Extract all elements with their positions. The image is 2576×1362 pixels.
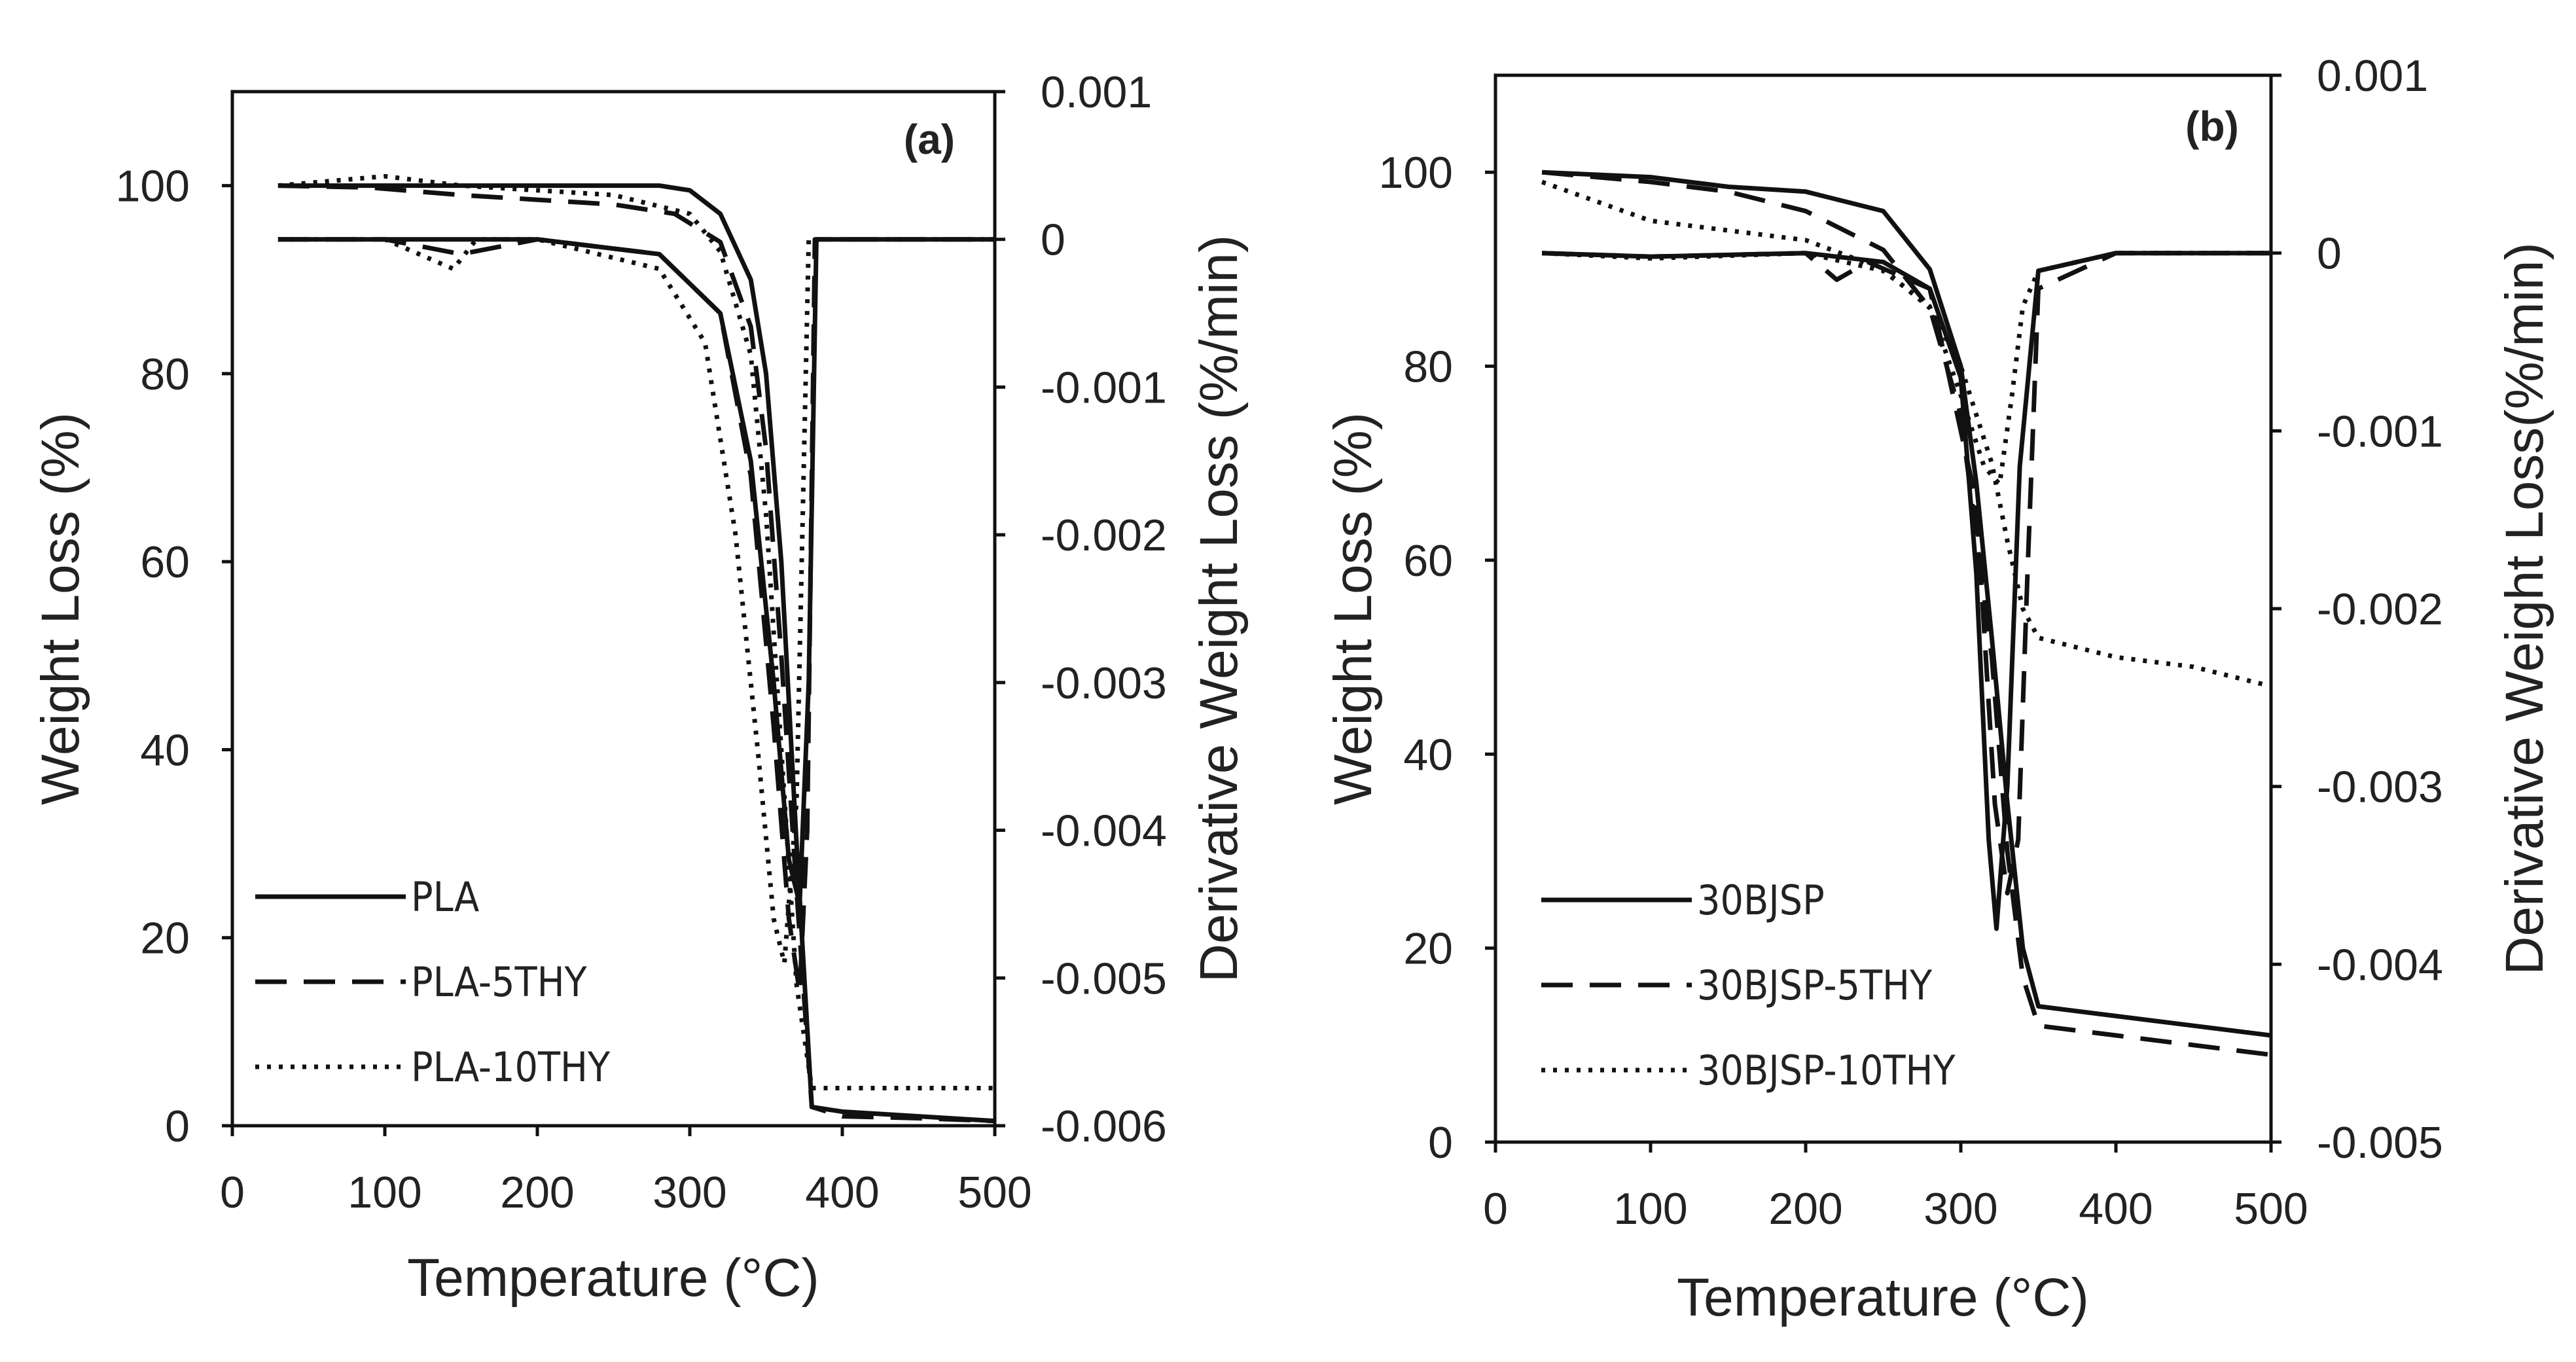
x-tick-label: 0	[1483, 1184, 1508, 1234]
series-line-pla-5thy	[277, 183, 995, 1124]
x-axis-label: Temperature (°C)	[407, 1248, 819, 1308]
x-tick-label: 100	[1613, 1184, 1687, 1234]
series-line-pla-10thy	[277, 173, 995, 1090]
y-left-tick-label: 0	[1428, 1118, 1453, 1168]
x-tick-label: 400	[805, 1168, 879, 1217]
y-right-tick-label: -0.004	[2317, 940, 2443, 990]
y-right-tick-label: -0.001	[1041, 363, 1167, 412]
series-line-30bjsp-10thy-derivative	[1541, 251, 2271, 487]
y-right-tick-label: 0.001	[1041, 67, 1152, 117]
panel-label: (b)	[2185, 103, 2239, 150]
series-line-pla	[277, 183, 995, 1124]
y-left-tick-label: 60	[140, 537, 190, 587]
legend-entry: PLA-10THY	[411, 1043, 611, 1091]
y-right-tick-label: 0	[2317, 229, 2342, 279]
y-right-tick-label: -0.006	[1041, 1102, 1167, 1151]
legend-entry: 30BJSP-10THY	[1697, 1047, 1956, 1094]
x-tick-label: 400	[2079, 1184, 2153, 1234]
series-line-30bjsp-5thy-derivative	[1541, 251, 2271, 896]
y-right-tick-label: -0.004	[1041, 806, 1167, 856]
y-right-tick-label: 0.001	[2317, 51, 2428, 101]
legend-entry: PLA	[411, 873, 479, 921]
x-tick-label: 0	[220, 1168, 245, 1217]
y-left-tick-label: 20	[1403, 924, 1453, 974]
y-right-tick-label: -0.001	[2317, 406, 2443, 456]
y-left-tick-label: 0	[165, 1102, 190, 1151]
legend-entry: 30BJSP-5THY	[1697, 961, 1933, 1009]
series-line-pla-5thy-derivative	[277, 237, 995, 995]
y-right-tick-label: -0.003	[1041, 658, 1167, 708]
y-right-axis-label: Derivative Weight Loss(%/min)	[2495, 242, 2554, 975]
legend-entry: PLA-5THY	[411, 958, 588, 1006]
plot-frame	[230, 90, 997, 1128]
y-left-tick-label: 100	[1379, 148, 1453, 198]
y-left-tick-label: 20	[140, 914, 190, 963]
y-left-axis-label: Weight Loss (%)	[1323, 412, 1383, 805]
x-tick-label: 300	[653, 1168, 726, 1217]
x-tick-label: 200	[1768, 1184, 1842, 1234]
y-right-tick-label: -0.005	[2317, 1118, 2443, 1168]
series-line-30bjsp	[1541, 170, 2271, 1038]
series-line-pla-derivative	[277, 237, 995, 906]
y-left-tick-label: 40	[140, 725, 190, 775]
y-left-tick-label: 100	[116, 162, 190, 211]
y-left-axis-label: Weight Loss (%)	[31, 412, 90, 805]
y-right-tick-label: -0.002	[2317, 584, 2443, 634]
series-line-30bjsp-5thy	[1541, 170, 2271, 1058]
panel-a: 0 100 200 300 400 500 0 20 40 60 80 100 0.001 0 -0.001…	[31, 67, 1249, 1308]
x-axis-label: Temperature (°C)	[1677, 1268, 2089, 1327]
y-left-tick-label: 80	[1403, 342, 1453, 392]
y-right-tick-label: 0	[1041, 215, 1065, 265]
y-right-tick-label: -0.002	[1041, 511, 1167, 560]
x-tick-label: 100	[348, 1168, 421, 1217]
panel-b: 0 100 200 300 400 500 0 20 40 60 80 100 0.001 0 -0.001…	[1323, 51, 2554, 1327]
y-left-tick-label: 40	[1403, 730, 1453, 780]
x-tick-label: 500	[957, 1168, 1031, 1217]
y-right-axis-label: Derivative Weight Loss (%/min)	[1189, 235, 1249, 982]
y-right-tick-label: -0.005	[1041, 954, 1167, 1003]
x-tick-label: 300	[1923, 1184, 1997, 1234]
x-tick-label: 200	[500, 1168, 574, 1217]
y-right-tick-label: -0.003	[2317, 762, 2443, 812]
y-left-tick-label: 60	[1403, 536, 1453, 586]
y-left-tick-label: 80	[140, 349, 190, 399]
x-tick-label: 500	[2234, 1184, 2308, 1234]
series-line-pla-10thy-derivative	[277, 237, 995, 966]
series-line-30bjsp-derivative	[1541, 251, 2271, 931]
legend-entry: 30BJSP	[1697, 876, 1825, 924]
series-line-30bjsp-10thy	[1541, 179, 2271, 689]
panel-label: (a)	[904, 116, 955, 163]
